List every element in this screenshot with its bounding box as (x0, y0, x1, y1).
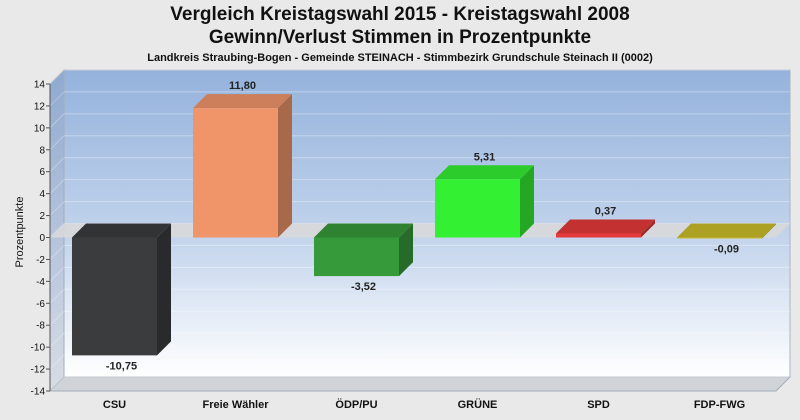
x-tick-label: FDP-FWG (694, 399, 745, 411)
y-tick-label: -10 (31, 343, 46, 354)
value-label: -3,52 (351, 281, 376, 293)
x-tick-label: ÖDP/PU (335, 398, 377, 411)
bar-top (314, 223, 413, 238)
bar-top (677, 223, 776, 238)
bar-side (762, 223, 776, 239)
gridline-side (49, 354, 65, 370)
gridline-side (49, 179, 65, 194)
gridline-side (49, 113, 65, 129)
gridline-side (49, 245, 65, 260)
bar-side (278, 94, 292, 238)
y-tick-label: -12 (31, 365, 46, 376)
chart-title-2: Gewinn/Verlust Stimmen in Prozentpunkte (208, 27, 592, 48)
bar (435, 179, 520, 238)
y-tick-label: 10 (34, 123, 46, 134)
y-tick-label: 0 (39, 233, 45, 244)
y-tick-label: -14 (31, 387, 46, 398)
bar (314, 237, 399, 277)
y-tick-label: 2 (39, 211, 45, 222)
value-label: 5,31 (474, 151, 495, 163)
bar-top (193, 94, 292, 109)
y-tick-label: 14 (34, 80, 46, 91)
plot-floor (48, 376, 792, 392)
value-label: -10,75 (106, 360, 137, 372)
gridline-side (49, 157, 65, 173)
bar (193, 108, 278, 238)
gridline-side (49, 267, 65, 282)
gridline-side (49, 91, 65, 107)
bar-side (399, 223, 413, 277)
bar-top (556, 219, 655, 234)
y-tick-label: 6 (39, 167, 45, 178)
chart-subtitle: Landkreis Straubing-Bogen - Gemeinde STE… (147, 52, 653, 64)
bar (72, 237, 157, 356)
value-label: 0,37 (595, 205, 616, 217)
x-tick-label: SPD (587, 399, 610, 411)
y-tick-label: -6 (36, 299, 45, 310)
value-label: -0,09 (714, 243, 739, 255)
gridline-side (49, 69, 65, 85)
bar-side (157, 223, 171, 356)
bar-side (641, 219, 655, 238)
y-tick-label: -2 (36, 255, 45, 266)
gridline-side (49, 376, 65, 392)
x-tick-label: GRÜNE (458, 398, 498, 411)
gridline-side (49, 201, 65, 216)
bar-top (435, 165, 534, 180)
y-tick-label: -8 (36, 321, 45, 332)
y-tick-label: -4 (36, 277, 45, 288)
y-tick-label: 8 (39, 145, 45, 156)
bar-top (72, 223, 171, 238)
chart-title: Vergleich Kreistagswahl 2015 - Kreistags… (170, 4, 630, 25)
bar (556, 233, 641, 238)
y-axis-title: Prozentpunkte (14, 197, 26, 268)
gridline-side (49, 332, 65, 348)
gridline-side (49, 135, 65, 151)
y-tick-label: 12 (34, 101, 46, 112)
x-tick-label: Freie Wähler (202, 399, 269, 411)
bar (677, 237, 762, 239)
bar-side (520, 165, 534, 238)
x-tick-label: CSU (103, 399, 126, 411)
gridline-side (49, 288, 65, 304)
y-tick-label: 4 (39, 189, 45, 200)
gridline-side (49, 310, 65, 326)
chart-title-block: Vergleich Kreistagswahl 2015 - Kreistags… (0, 3, 800, 66)
value-label: 11,80 (229, 80, 256, 92)
